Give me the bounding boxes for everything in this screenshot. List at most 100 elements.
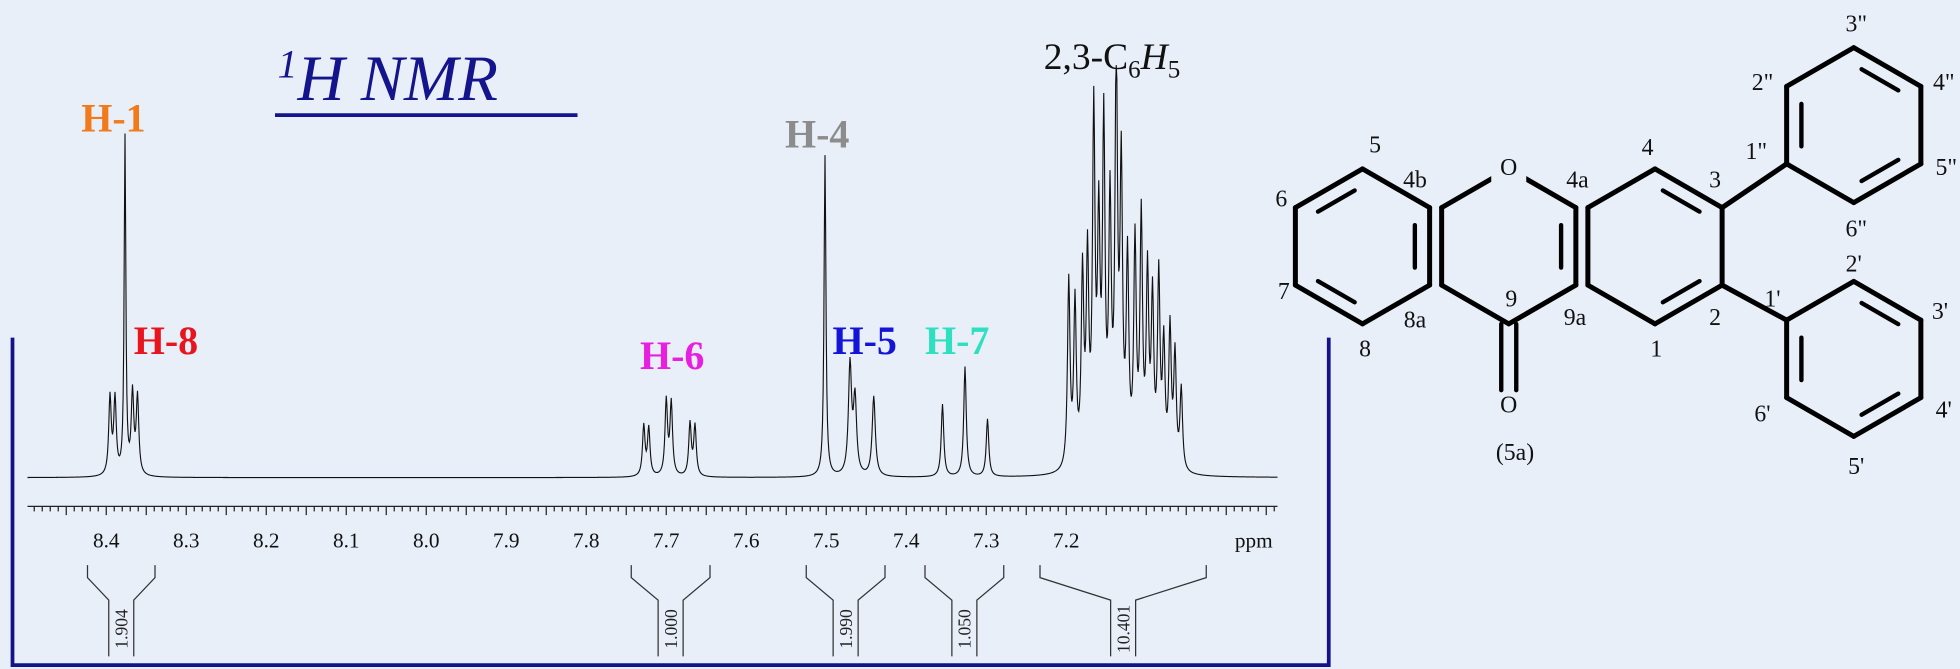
bond (1660, 278, 1702, 305)
spectrum (27, 65, 1278, 479)
bond (1652, 282, 1725, 327)
atom-label: 4b (1403, 168, 1427, 194)
bond (1585, 282, 1658, 327)
bond (1784, 45, 1857, 89)
bond (1660, 188, 1702, 214)
bond (1851, 45, 1924, 89)
peak-label: H-4 (785, 112, 849, 157)
bond (1859, 157, 1901, 184)
atom-label: 2' (1846, 251, 1862, 277)
title-text: H NMR (297, 43, 498, 115)
atom-label: 5" (1935, 155, 1957, 181)
peak-label: H-7 (925, 318, 989, 363)
bond (1360, 282, 1433, 327)
integral-bracket (630, 565, 659, 657)
atom-label: 1' (1764, 286, 1780, 312)
phenyl-label: 2,3-C6H5 (1044, 37, 1180, 84)
atom-label: 4" (1933, 70, 1955, 96)
integral-bracket (857, 565, 886, 657)
atom-label: 1" (1745, 139, 1767, 165)
atom-label: 3" (1845, 11, 1867, 37)
tick-label: 7.9 (493, 529, 520, 553)
phenyl-label-sub: 5 (1168, 57, 1181, 84)
tick-label: 7.8 (573, 529, 600, 553)
atom-label: 4a (1566, 168, 1589, 194)
integral-bracket (924, 565, 953, 657)
tick-label: 7.2 (1053, 529, 1080, 553)
atom-label: 5' (1848, 454, 1864, 480)
atom-label: 4 (1642, 135, 1654, 161)
integral-value: 1.000 (661, 609, 681, 649)
tick-label: 8.0 (413, 529, 440, 553)
bond (1292, 166, 1365, 211)
tick-label: 7.7 (653, 529, 680, 553)
integral-bracket (133, 565, 156, 657)
tick-label: 8.3 (173, 529, 200, 553)
phenyl-label-part: 2,3-C (1044, 37, 1128, 78)
atom-mask (1491, 147, 1527, 183)
integral-bracket (86, 565, 110, 657)
atom-label: 3' (1932, 299, 1948, 325)
bond (1719, 161, 1790, 211)
atom-label: 8a (1404, 308, 1427, 334)
atom-label: 7 (1278, 279, 1290, 305)
bond (1315, 278, 1357, 305)
tick-label: 8.1 (333, 529, 360, 553)
bond (1859, 300, 1901, 327)
bond (1784, 161, 1857, 206)
bond (1585, 166, 1658, 211)
title-sup: 1 (278, 42, 298, 87)
bond (1859, 391, 1901, 417)
tick-label: 8.2 (253, 529, 280, 553)
peak-label: H-8 (134, 318, 198, 363)
atom-label: 6" (1845, 216, 1867, 242)
bond (1506, 282, 1579, 327)
phenyl-label-sub: 6 (1128, 57, 1141, 84)
phenyl-label-part: H (1140, 37, 1170, 78)
atom-label: 9a (1564, 305, 1587, 331)
atom-label: 6' (1754, 401, 1770, 427)
integral-bracket (682, 565, 711, 657)
atom-label: 9 (1505, 286, 1517, 312)
atom-label: 8 (1359, 336, 1371, 362)
compound-label: (5a) (1496, 440, 1534, 466)
title: 1H NMR (278, 42, 498, 116)
peak-label: H-1 (81, 95, 145, 140)
integral-bracket (1039, 565, 1112, 657)
integral-value: 1.990 (836, 609, 856, 649)
axis-unit: ppm (1235, 529, 1273, 553)
bond (1292, 282, 1365, 327)
bond (1719, 282, 1790, 323)
atom-label: 6 (1275, 186, 1287, 212)
atom-label: 2" (1752, 70, 1774, 96)
integral-bracket (1135, 565, 1207, 657)
bond (1784, 395, 1857, 439)
atom-label: 2 (1709, 305, 1721, 331)
tick-label: 7.4 (893, 529, 920, 553)
atom-label: 5 (1369, 133, 1381, 159)
bond (1315, 188, 1357, 214)
integral-bracket (805, 565, 834, 657)
atom-label: 3 (1709, 168, 1721, 194)
bond (1851, 278, 1924, 323)
atom-label: 1 (1650, 336, 1662, 362)
integral-value: 1.904 (112, 609, 132, 649)
frame (10, 337, 1331, 667)
peak-label: H-6 (640, 333, 704, 378)
bond (1652, 166, 1725, 211)
integral-value: 10.401 (1113, 605, 1133, 653)
integral-value: 1.050 (955, 609, 975, 649)
atom-label: 4' (1936, 398, 1952, 424)
bond (1859, 67, 1901, 93)
tick-label: 7.6 (733, 529, 760, 553)
bond (1851, 395, 1924, 439)
tick-label: 8.4 (93, 529, 120, 553)
bond (1784, 278, 1857, 323)
peak-label: H-5 (833, 318, 897, 363)
bond (1360, 166, 1433, 211)
atom-label: O (1500, 155, 1517, 181)
bond (1439, 282, 1512, 327)
